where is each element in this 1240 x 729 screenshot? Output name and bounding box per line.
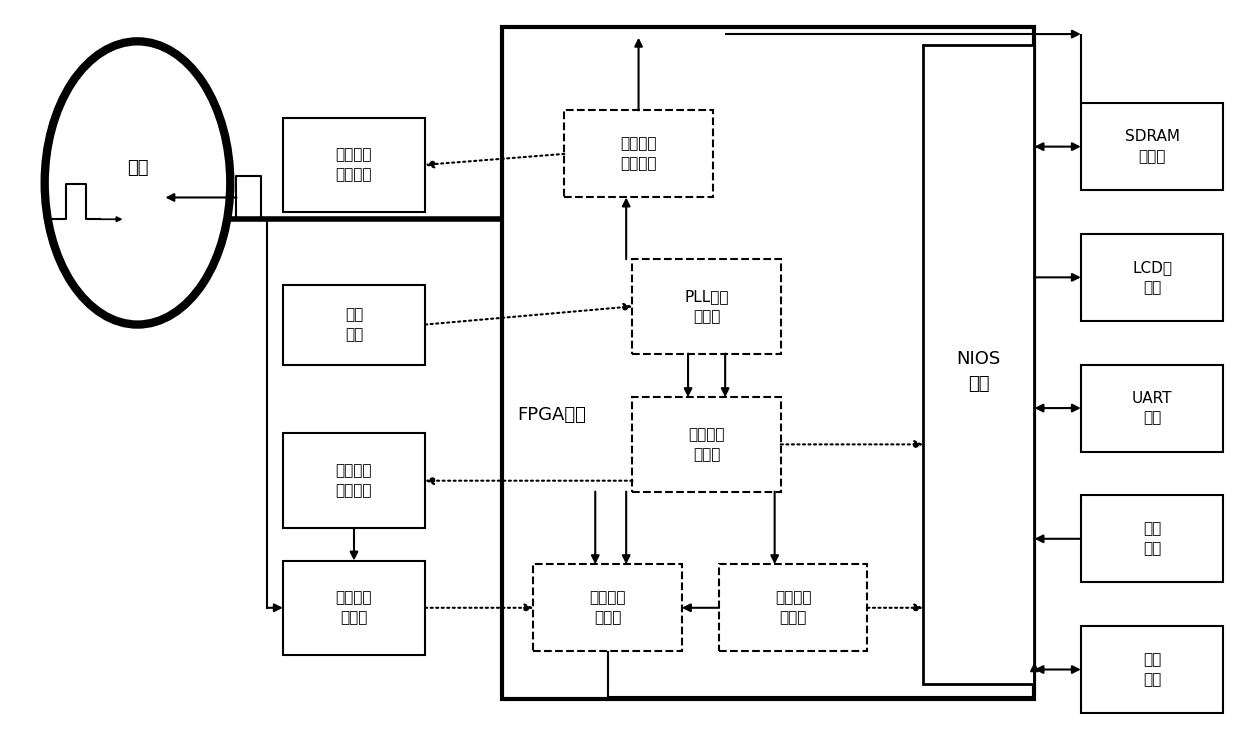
Bar bbox=[1081, 364, 1223, 452]
Text: SDRAM
存储器: SDRAM 存储器 bbox=[1125, 129, 1179, 164]
Bar bbox=[502, 27, 1034, 698]
Bar bbox=[283, 434, 425, 528]
Text: 高速比较
器电路: 高速比较 器电路 bbox=[336, 590, 372, 625]
Text: 配置
芯片: 配置 芯片 bbox=[1143, 652, 1161, 687]
Text: 多路选择
器模块: 多路选择 器模块 bbox=[688, 427, 725, 461]
Text: LCD显
示器: LCD显 示器 bbox=[1132, 260, 1172, 295]
Bar bbox=[632, 397, 781, 491]
Text: 参考电压
输出电路: 参考电压 输出电路 bbox=[336, 464, 372, 498]
Text: 移位寄存
器模块: 移位寄存 器模块 bbox=[589, 590, 626, 625]
Bar bbox=[283, 117, 425, 212]
Bar bbox=[1081, 234, 1223, 321]
Text: 脉冲发射
驱动电路: 脉冲发射 驱动电路 bbox=[336, 147, 372, 182]
Text: 电罆: 电罆 bbox=[126, 160, 149, 177]
Text: PLL锁相
环模块: PLL锁相 环模块 bbox=[684, 289, 729, 324]
Bar bbox=[283, 561, 425, 655]
Text: FPGA芯片: FPGA芯片 bbox=[517, 406, 587, 424]
Bar bbox=[719, 564, 868, 651]
Bar bbox=[1081, 103, 1223, 190]
Text: 系统
时钟: 系统 时钟 bbox=[345, 307, 363, 342]
Text: 按键
电路: 按键 电路 bbox=[1143, 521, 1161, 556]
Bar bbox=[923, 45, 1034, 684]
Bar bbox=[632, 260, 781, 354]
Ellipse shape bbox=[45, 42, 231, 324]
Text: 脉冲发射
控制模块: 脉冲发射 控制模块 bbox=[620, 136, 657, 171]
Text: 高速计数
器模块: 高速计数 器模块 bbox=[775, 590, 811, 625]
Bar bbox=[533, 564, 682, 651]
Text: NIOS
软核: NIOS 软核 bbox=[957, 350, 1001, 393]
Bar bbox=[1081, 495, 1223, 582]
Bar bbox=[564, 110, 713, 198]
Text: UART
接口: UART 接口 bbox=[1132, 391, 1172, 426]
Bar bbox=[283, 284, 425, 364]
Bar bbox=[1081, 626, 1223, 713]
